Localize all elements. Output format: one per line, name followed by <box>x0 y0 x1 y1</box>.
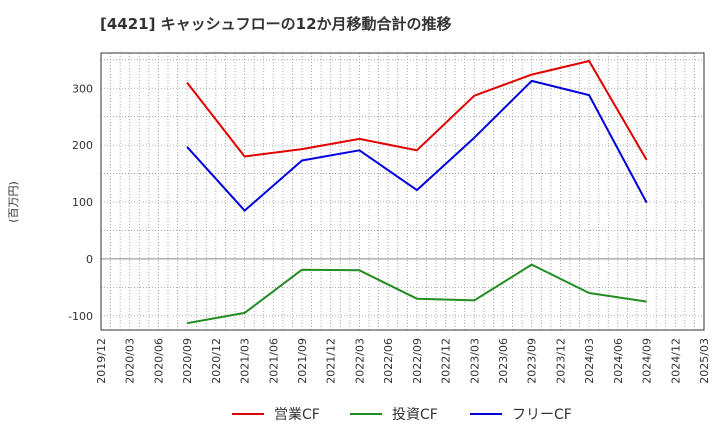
x-tick-label: 2021/03 <box>239 338 252 384</box>
x-tick-label: 2020/09 <box>181 338 194 384</box>
y-tick-label: 100 <box>72 196 93 209</box>
x-tick-label: 2022/09 <box>411 338 424 384</box>
x-tick-label: 2020/06 <box>152 338 165 384</box>
legend-label-1: 営業CF <box>274 407 320 423</box>
x-tick-label: 2020/03 <box>124 338 137 384</box>
x-tick-label: 2023/06 <box>497 338 510 384</box>
x-tick-label: 2021/09 <box>296 338 309 384</box>
x-tick-label: 2022/03 <box>353 338 366 384</box>
y-tick-label: 300 <box>72 82 93 95</box>
series-line-1 <box>186 60 648 161</box>
y-tick-label: 200 <box>72 139 93 152</box>
x-tick-label: 2023/12 <box>554 338 567 384</box>
y-tick-label: 0 <box>86 253 93 266</box>
legend-label-2: 投資CF <box>392 407 438 423</box>
grid-lines <box>101 53 704 330</box>
y-axis-label: (百万円) <box>7 181 20 223</box>
series-line-2 <box>186 263 647 325</box>
x-tick-label: 2021/12 <box>325 338 338 384</box>
x-axis-ticks: 2019/12 2020/03 2020/06 2020/09 2020/12 2021/… <box>95 338 711 384</box>
legend-label-3: フリーCF <box>512 407 572 423</box>
series-lines <box>186 60 648 325</box>
plot-frame <box>100 52 705 331</box>
x-tick-label: 2024/06 <box>612 338 625 384</box>
series-line-3 <box>186 79 648 212</box>
x-tick-label: 2021/06 <box>267 338 280 384</box>
chart-title: [4421] キャッシュフローの12か月移動合計の推移 <box>100 15 452 33</box>
legend: 営業CF 投資CF フリーCF <box>232 407 572 423</box>
x-tick-label: 2025/03 <box>698 338 711 384</box>
y-axis-ticks: -100 0 100 200 300 <box>68 82 93 323</box>
x-tick-label: 2020/12 <box>210 338 223 384</box>
y-tick-label: -100 <box>68 310 93 323</box>
x-tick-label: 2022/06 <box>382 338 395 384</box>
x-tick-label: 2023/03 <box>468 338 481 384</box>
x-tick-label: 2024/09 <box>641 338 654 384</box>
x-tick-label: 2022/12 <box>440 338 453 384</box>
x-tick-label: 2023/09 <box>526 338 539 384</box>
x-tick-label: 2019/12 <box>95 338 108 384</box>
x-tick-label: 2024/03 <box>583 338 596 384</box>
x-tick-label: 2024/12 <box>669 338 682 384</box>
